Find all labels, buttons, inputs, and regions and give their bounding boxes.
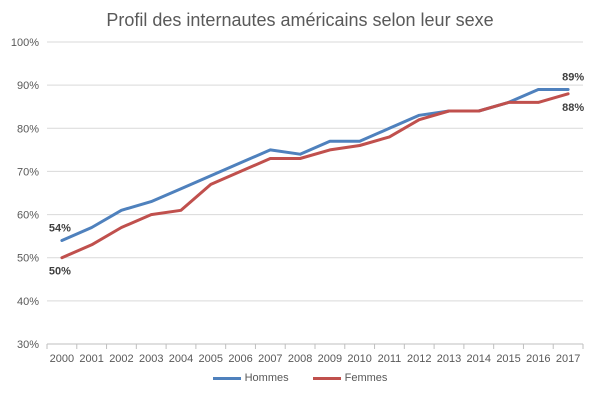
data-point <box>358 140 361 143</box>
data-point <box>179 209 183 212</box>
y-tick-label: 80% <box>17 123 39 135</box>
y-tick-label: 100% <box>11 37 39 49</box>
x-tick-label: 2001 <box>79 353 103 365</box>
data-point <box>328 140 332 143</box>
data-point <box>388 135 391 139</box>
x-tick-label: 2015 <box>496 353 520 365</box>
data-point <box>418 114 421 117</box>
data-point <box>447 109 451 113</box>
y-tick-label: 50% <box>17 253 39 265</box>
data-point <box>298 157 302 160</box>
data-point <box>566 88 570 91</box>
data-point <box>477 109 480 113</box>
data-label: 88% <box>562 102 584 114</box>
x-tick-label: 2006 <box>228 353 252 365</box>
y-tick-label: 60% <box>17 210 39 222</box>
legend-label-hommes: Hommes <box>244 372 289 384</box>
data-point <box>150 213 153 216</box>
x-tick-label: 2013 <box>437 353 461 365</box>
data-point <box>298 152 302 156</box>
data-point <box>60 256 64 259</box>
data-point <box>90 243 93 246</box>
legend-item-hommes: Hommes <box>212 372 289 384</box>
x-tick-label: 2008 <box>288 353 312 365</box>
x-tick-label: 2017 <box>556 353 580 365</box>
x-tick-label: 2004 <box>169 353 193 365</box>
data-point <box>566 92 570 95</box>
x-tick-label: 2009 <box>318 353 342 365</box>
data-label: 54% <box>49 222 71 234</box>
y-tick-label: 90% <box>17 80 39 92</box>
data-point <box>239 161 242 164</box>
data-point <box>150 200 153 203</box>
x-tick-label: 2000 <box>50 353 74 365</box>
legend-swatch-femmes <box>312 376 341 380</box>
data-point <box>90 226 93 229</box>
data-point <box>328 148 332 152</box>
data-point <box>269 148 272 152</box>
data-point <box>120 226 123 229</box>
y-tick-label: 40% <box>17 296 39 308</box>
x-tick-label: 2007 <box>258 353 282 365</box>
x-tick-label: 2003 <box>139 353 163 365</box>
data-point <box>209 183 212 186</box>
x-tick-label: 2005 <box>199 353 223 365</box>
data-point <box>120 209 123 212</box>
chart-legend: Hommes Femmes <box>0 372 600 384</box>
data-point <box>537 101 540 104</box>
x-tick-label: 2014 <box>467 353 491 365</box>
data-point <box>209 174 212 177</box>
x-tick-label: 2010 <box>347 353 371 365</box>
y-tick-label: 70% <box>17 166 39 178</box>
data-point <box>60 239 64 242</box>
data-label: 89% <box>562 71 584 83</box>
chart-title: Profil des internautes américains selon … <box>106 10 494 30</box>
x-tick-label: 2016 <box>526 353 550 365</box>
data-point <box>388 127 391 130</box>
data-point <box>358 144 361 147</box>
data-label: 50% <box>49 266 71 278</box>
data-point <box>179 187 183 190</box>
data-point <box>418 118 421 121</box>
data-point <box>507 101 510 104</box>
legend-swatch-hommes <box>212 376 241 380</box>
data-point <box>269 157 272 160</box>
x-tick-label: 2012 <box>407 353 431 365</box>
series-line-hommes <box>60 88 570 242</box>
x-tick-label: 2002 <box>109 353 133 365</box>
data-point <box>239 170 242 173</box>
legend-item-femmes: Femmes <box>312 372 388 384</box>
legend-label-femmes: Femmes <box>344 372 388 384</box>
series-line-femmes <box>60 92 570 260</box>
y-tick-label: 30% <box>17 339 39 351</box>
data-point <box>537 88 540 91</box>
x-tick-label: 2011 <box>378 353 402 365</box>
